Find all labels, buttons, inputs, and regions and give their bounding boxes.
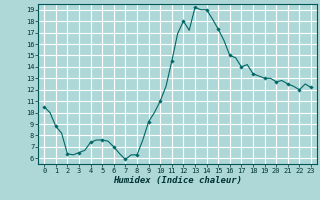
X-axis label: Humidex (Indice chaleur): Humidex (Indice chaleur) — [113, 176, 242, 185]
